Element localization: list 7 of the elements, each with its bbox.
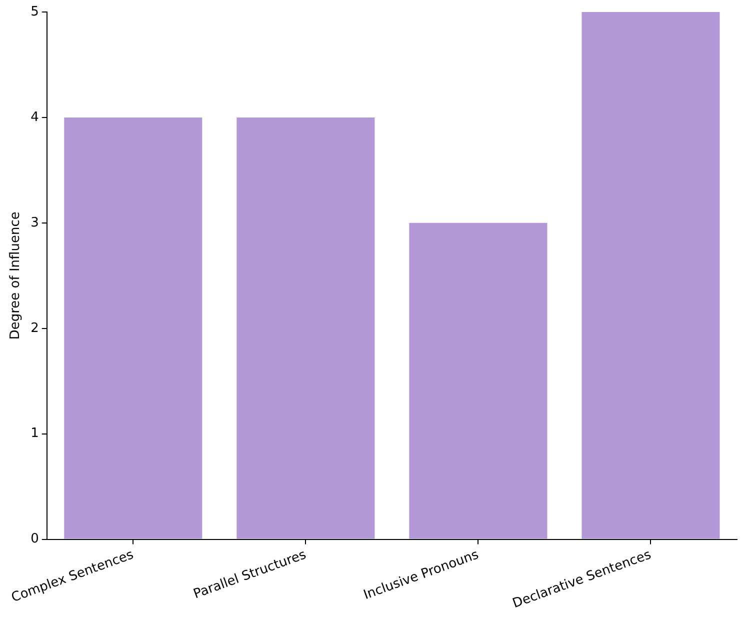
y-axis-title: Degree of Influence bbox=[8, 212, 24, 340]
y-tick-label: 5 bbox=[30, 4, 39, 20]
y-tick-label: 0 bbox=[30, 532, 39, 547]
y-tick-label: 1 bbox=[30, 426, 39, 442]
y-tick-label: 4 bbox=[30, 110, 39, 125]
y-tick-label: 3 bbox=[30, 215, 39, 230]
y-tick-label: 2 bbox=[30, 320, 39, 336]
